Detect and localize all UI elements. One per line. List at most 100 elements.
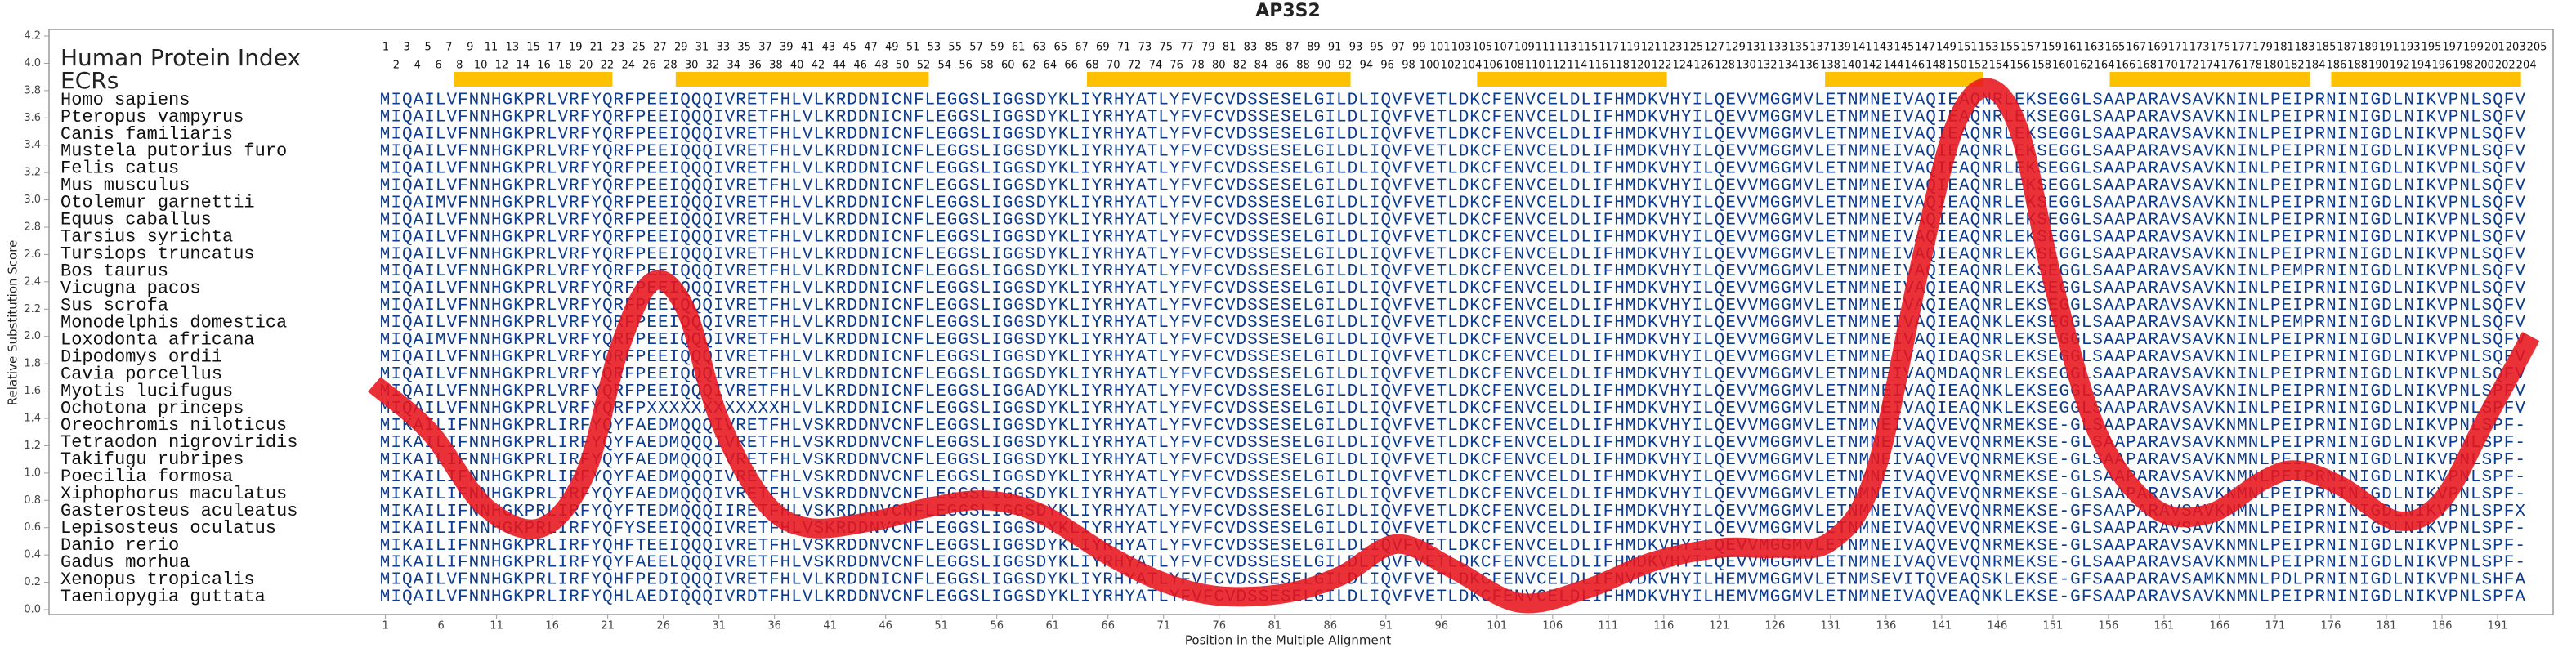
protein-index: 154 [1989, 60, 2010, 72]
protein-index: 103 [1451, 42, 1472, 54]
protein-index: 145 [1894, 42, 1914, 54]
protein-index: 200 [2474, 60, 2494, 72]
protein-index: 4 [414, 60, 421, 72]
protein-index: 173 [2189, 42, 2210, 54]
protein-index: 119 [1620, 42, 1640, 54]
y-tick-label: 1.4 [24, 413, 41, 425]
x-tick-label: 21 [601, 620, 615, 632]
y-tick-label: 0.0 [24, 604, 41, 616]
ecr-bar [2109, 72, 2310, 87]
x-tick-label: 51 [934, 620, 948, 632]
protein-index: 181 [2274, 42, 2294, 54]
protein-index: 67 [1075, 42, 1089, 54]
protein-index: 34 [727, 60, 740, 72]
protein-index: 131 [1746, 42, 1767, 54]
protein-index: 9 [467, 42, 473, 54]
protein-index: 21 [590, 42, 604, 54]
x-tick-label: 111 [1598, 620, 1618, 632]
y-tick-label: 0.2 [24, 576, 41, 588]
protein-index: 144 [1884, 60, 1904, 72]
x-tick-label: 71 [1156, 620, 1170, 632]
protein-index: 73 [1138, 42, 1152, 54]
protein-index: 95 [1371, 42, 1384, 54]
protein-index: 110 [1525, 60, 1545, 72]
protein-index: 140 [1841, 60, 1862, 72]
protein-index: 161 [2063, 42, 2083, 54]
protein-index: 165 [2105, 42, 2126, 54]
species-name: Mus musculus [60, 176, 190, 196]
protein-index: 190 [2368, 60, 2389, 72]
protein-index: 106 [1483, 60, 1503, 72]
protein-index: 35 [737, 42, 751, 54]
protein-index: 150 [1947, 60, 1967, 72]
protein-index: 28 [664, 60, 678, 72]
protein-index: 44 [833, 60, 847, 72]
protein-index: 176 [2220, 60, 2241, 72]
sequence: MIKAILIFNNHGKPRLIRFYQYFAEDMQQQIVRETFHLVS… [380, 485, 2525, 504]
species-name: Dipodomys ordii [60, 346, 222, 367]
protein-index: 152 [1968, 60, 1988, 72]
protein-index: 143 [1873, 42, 1894, 54]
protein-index: 87 [1286, 42, 1299, 54]
x-tick-label: 41 [823, 620, 837, 632]
sequence: MIKAILIFNNHGKPRLIRFYQYFAEDMQQQIVRETFHLVS… [380, 468, 2525, 487]
y-tick-label: 0.8 [24, 494, 41, 507]
protein-index: 107 [1493, 42, 1514, 54]
protein-index: 84 [1254, 60, 1268, 72]
protein-index: 17 [548, 42, 561, 54]
protein-index: 41 [801, 42, 815, 54]
protein-index: 113 [1557, 42, 1577, 54]
y-tick-label: 2.8 [24, 221, 41, 234]
species-name: Myotis lucifugus [60, 381, 233, 401]
x-tick-label: 106 [1542, 620, 1563, 632]
species-name: Tarsius syrichta [60, 227, 233, 248]
protein-index: 130 [1736, 60, 1756, 72]
protein-index: 7 [445, 42, 452, 54]
protein-index: 94 [1360, 60, 1374, 72]
protein-index: 25 [632, 42, 646, 54]
protein-index: 26 [642, 60, 656, 72]
protein-index: 116 [1588, 60, 1608, 72]
protein-index: 163 [2084, 42, 2104, 54]
species-name: Loxodonta africana [60, 329, 255, 350]
protein-index: 147 [1915, 42, 1935, 54]
y-tick-label: 3.0 [24, 194, 41, 206]
protein-index: 50 [896, 60, 910, 72]
protein-index: 166 [2115, 60, 2135, 72]
y-tick-label: 1.6 [24, 385, 41, 397]
protein-index: 100 [1420, 60, 1440, 72]
species-name: Xiphophorus maculatus [60, 484, 287, 504]
x-tick-label: 166 [2210, 620, 2230, 632]
protein-index: 38 [769, 60, 783, 72]
protein-index: 141 [1852, 42, 1872, 54]
species-name: Homo sapiens [60, 90, 190, 110]
protein-index: 55 [948, 42, 962, 54]
protein-index: 180 [2263, 60, 2283, 72]
protein-index: 85 [1264, 42, 1278, 54]
protein-index: 58 [980, 60, 994, 72]
x-tick-label: 61 [1045, 620, 1059, 632]
score-line [368, 78, 2540, 614]
sequence: MIQAILVFNNHGKPRLVRFYQRFPEEIQQQIVRETFHLVL… [380, 211, 2526, 230]
protein-index: 13 [506, 42, 520, 54]
x-tick-label: 96 [1435, 620, 1449, 632]
protein-index: 101 [1430, 42, 1451, 54]
species-name: Mustela putorius furo [60, 141, 287, 162]
protein-index: 15 [526, 42, 540, 54]
x-tick-label: 66 [1101, 620, 1115, 632]
protein-index: 149 [1936, 42, 1957, 54]
y-tick-label: 2.0 [24, 330, 41, 342]
y-tick-label: 0.4 [24, 549, 41, 561]
index-label: Human Protein Index [60, 44, 301, 71]
protein-index: 169 [2147, 42, 2167, 54]
protein-index: 77 [1180, 42, 1194, 54]
protein-index: 177 [2231, 42, 2252, 54]
protein-index: 22 [601, 60, 615, 72]
y-tick-label: 3.4 [24, 139, 41, 151]
protein-index: 187 [2337, 42, 2357, 54]
protein-index: 62 [1022, 60, 1036, 72]
x-tick-label: 46 [879, 620, 892, 632]
sequence: MIQAILVFNNHGKPRLVRFYQRFPEEIQQQIVRETFHLVL… [380, 109, 2526, 127]
protein-index: 157 [2020, 42, 2041, 54]
protein-index: 48 [874, 60, 888, 72]
